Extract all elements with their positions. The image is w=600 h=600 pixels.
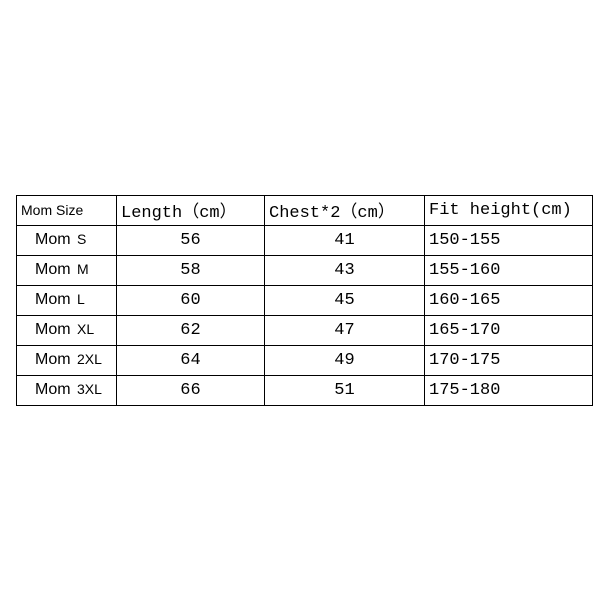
size-suffix: L <box>77 291 85 307</box>
size-suffix: M <box>77 261 89 277</box>
cell-chest: 45 <box>265 285 425 315</box>
size-prefix: Mom <box>35 261 71 278</box>
col-header-fit-height: Fit height(cm) <box>425 195 593 225</box>
col-header-length: Length（cm） <box>117 195 265 225</box>
cell-chest: 47 <box>265 315 425 345</box>
cell-size: Mom XL <box>17 315 117 345</box>
col-header-chest: Chest*2（cm） <box>265 195 425 225</box>
table-row: Mom XL 62 47 165-170 <box>17 315 593 345</box>
cell-length: 56 <box>117 225 265 255</box>
size-prefix: Mom <box>35 321 71 338</box>
cell-fit-height: 155-160 <box>425 255 593 285</box>
table-row: Mom M 58 43 155-160 <box>17 255 593 285</box>
cell-length: 64 <box>117 345 265 375</box>
cell-size: Mom S <box>17 225 117 255</box>
cell-size: Mom 3XL <box>17 375 117 405</box>
cell-chest: 49 <box>265 345 425 375</box>
cell-length: 58 <box>117 255 265 285</box>
table-row: Mom 2XL 64 49 170-175 <box>17 345 593 375</box>
cell-fit-height: 150-155 <box>425 225 593 255</box>
cell-fit-height: 170-175 <box>425 345 593 375</box>
cell-size: Mom 2XL <box>17 345 117 375</box>
cell-chest: 43 <box>265 255 425 285</box>
cell-size: Mom M <box>17 255 117 285</box>
cell-size: Mom L <box>17 285 117 315</box>
cell-chest: 41 <box>265 225 425 255</box>
table-row: Mom L 60 45 160-165 <box>17 285 593 315</box>
size-prefix: Mom <box>35 351 71 368</box>
size-suffix: 3XL <box>77 381 102 397</box>
cell-length: 60 <box>117 285 265 315</box>
cell-fit-height: 160-165 <box>425 285 593 315</box>
table-header-row: Mom Size Length（cm） Chest*2（cm） Fit heig… <box>17 195 593 225</box>
size-prefix: Mom <box>35 291 71 308</box>
cell-fit-height: 165-170 <box>425 315 593 345</box>
size-suffix: 2XL <box>77 351 102 367</box>
cell-chest: 51 <box>265 375 425 405</box>
cell-length: 66 <box>117 375 265 405</box>
size-prefix: Mom <box>35 381 71 398</box>
size-suffix: XL <box>77 321 94 337</box>
cell-fit-height: 175-180 <box>425 375 593 405</box>
size-table: Mom Size Length（cm） Chest*2（cm） Fit heig… <box>16 195 593 406</box>
size-suffix: S <box>77 231 86 247</box>
table-row: Mom S 56 41 150-155 <box>17 225 593 255</box>
table-body: Mom S 56 41 150-155 Mom M 58 43 155-160 … <box>17 225 593 405</box>
cell-length: 62 <box>117 315 265 345</box>
size-prefix: Mom <box>35 231 71 248</box>
size-table-container: Mom Size Length（cm） Chest*2（cm） Fit heig… <box>16 195 592 406</box>
table-row: Mom 3XL 66 51 175-180 <box>17 375 593 405</box>
col-header-size: Mom Size <box>17 195 117 225</box>
